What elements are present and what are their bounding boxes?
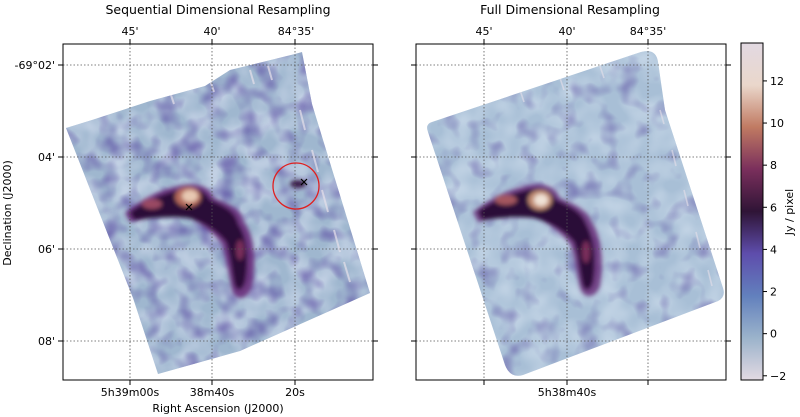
right-x-tick-top-2: 40': [558, 25, 575, 38]
right-grid: [416, 44, 726, 380]
left-panel: 45' 40' 84°35' 5h39m00s 38m40s 20s -69°0…: [1, 25, 378, 415]
right-x-tick-bottom-1: 5h38m40s: [538, 386, 597, 399]
left-cross-marker-circle: [300, 178, 308, 186]
colorbar-tick-label: 8: [770, 159, 777, 172]
colorbar-ticks: −2 0 2 4 6 8 10 12: [763, 75, 786, 383]
left-y-tick-3: 06': [38, 243, 55, 256]
left-x-tick-top-3: 84°35': [278, 25, 315, 38]
colorbar-label: Jy / pixel: [783, 189, 796, 237]
left-y-tick-1: -69°02': [15, 59, 56, 72]
colorbar: −2 0 2 4 6 8 10 12 Jy / pixel: [740, 42, 796, 383]
left-y-tick-2: 04': [38, 151, 55, 164]
colorbar-tick-label: 0: [770, 328, 777, 341]
left-heatmap-image: [66, 52, 370, 374]
left-panel-title: Sequential Dimensional Resampling: [105, 2, 330, 17]
colorbar-tick-label: 10: [770, 117, 784, 130]
left-y-axis-label: Declination (J2000): [1, 160, 14, 266]
colorbar-tick-label: −2: [770, 370, 786, 383]
right-x-tick-top-1: 45': [475, 25, 492, 38]
colorbar-tick-label: 6: [770, 201, 777, 214]
left-x-axis-label: Right Ascension (J2000): [152, 402, 283, 415]
right-panel-title: Full Dimensional Resampling: [480, 2, 660, 17]
left-x-tick-bottom-2: 38m40s: [190, 386, 235, 399]
colorbar-gradient: [740, 42, 764, 381]
right-x-tick-top-3: 84°35': [630, 25, 667, 38]
colorbar-tick-label: 4: [770, 243, 777, 256]
colorbar-tick-label: 2: [770, 286, 777, 299]
left-y-tick-4: 08': [38, 335, 55, 348]
left-grid: [63, 44, 373, 380]
right-panel: 45' 40' 84°35' 5h38m40s: [411, 25, 731, 399]
left-axes-frame: [62, 43, 374, 381]
colorbar-tick-label: 12: [770, 75, 784, 88]
left-x-tick-top-2: 40': [203, 25, 220, 38]
left-x-tick-bottom-1: 5h39m00s: [101, 386, 160, 399]
left-x-tick-bottom-3: 20s: [285, 386, 305, 399]
right-heatmap-image: [427, 51, 724, 376]
left-x-tick-top-1: 45': [121, 25, 138, 38]
left-circle-annotation: [272, 162, 320, 210]
left-cross-marker-center: [185, 203, 193, 211]
right-axes-frame: [415, 43, 727, 381]
